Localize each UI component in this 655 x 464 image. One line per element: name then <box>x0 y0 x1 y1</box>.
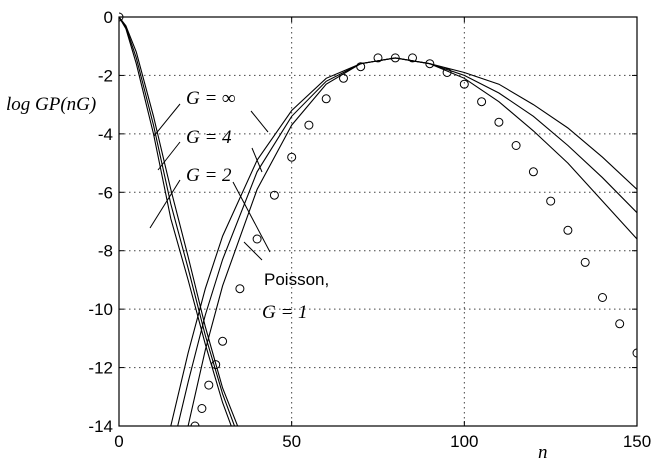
leader-line <box>250 110 269 133</box>
annotation-label: G = ∞ <box>186 88 236 109</box>
annotation-label-line2: G = 1 <box>262 302 308 323</box>
data-point <box>425 59 435 69</box>
plot-frame <box>118 16 638 427</box>
grid-layer <box>119 17 637 426</box>
data-point <box>598 293 607 302</box>
leader-line <box>153 103 181 137</box>
data-point <box>442 68 452 77</box>
annotation-g-inf-left: G = ∞ <box>153 88 236 137</box>
annotation-label: G = 2 <box>186 165 232 186</box>
y-tick-label: 0 <box>104 8 113 27</box>
data-point <box>580 257 590 267</box>
leader-line <box>157 141 181 171</box>
series-line <box>187 57 637 426</box>
data-point <box>197 404 207 413</box>
annotation-label: G = 4 <box>186 127 232 148</box>
leader-line <box>243 241 263 261</box>
data-point <box>356 62 366 72</box>
data-point <box>190 421 200 426</box>
y-tick-label: -12 <box>88 359 113 378</box>
y-tick-label: -2 <box>98 66 113 85</box>
data-point <box>321 94 331 104</box>
annotation-g-inf-right <box>250 110 269 133</box>
annotation-poisson: Poisson, G = 1 <box>243 241 329 323</box>
data-point <box>563 225 573 235</box>
data-point <box>269 190 279 200</box>
annotation-g2: G = 2 <box>149 165 271 253</box>
x-tick-label: 50 <box>282 432 301 451</box>
x-tick-label: 100 <box>450 432 478 451</box>
data-point <box>546 196 556 206</box>
data-point <box>494 117 504 127</box>
data-point <box>287 152 297 162</box>
x-axis-label: n <box>538 442 548 463</box>
series-line <box>119 16 232 426</box>
data-point <box>528 167 538 177</box>
data-point <box>339 73 348 83</box>
data-point <box>373 53 383 63</box>
y-tick-label: -10 <box>88 300 113 319</box>
series-line <box>119 16 236 426</box>
x-tick-label: 0 <box>114 432 123 451</box>
annotation-g4: G = 4 <box>157 127 263 173</box>
series-line <box>119 16 239 426</box>
y-tick-label: -6 <box>98 183 113 202</box>
series-poisson-markers <box>119 12 637 426</box>
data-point <box>615 319 625 329</box>
data-point <box>511 141 521 150</box>
annotation-label-line1: Poisson, <box>264 270 329 289</box>
leader-line <box>251 147 263 173</box>
data-point <box>218 336 228 346</box>
data-point <box>459 79 469 89</box>
data-point <box>408 53 417 63</box>
data-point <box>252 234 262 244</box>
y-tick-label: -14 <box>88 417 113 436</box>
tick-layer: 0 50 100 150 0 -2 -4 -6 -8 -10 -12 -14 <box>88 8 651 451</box>
data-point <box>211 360 221 370</box>
data-point <box>632 348 637 358</box>
x-tick-label: 150 <box>623 432 651 451</box>
data-point <box>477 97 487 107</box>
y-axis-label: log GP(nG) <box>6 94 96 115</box>
series-layer <box>119 12 637 426</box>
data-point <box>390 53 400 63</box>
data-point <box>304 120 314 130</box>
data-point <box>235 284 245 294</box>
y-tick-label: -8 <box>98 242 113 261</box>
leader-line <box>149 179 181 229</box>
leader-line <box>232 181 271 253</box>
y-tick-label: -4 <box>98 125 113 144</box>
data-point <box>204 380 214 390</box>
